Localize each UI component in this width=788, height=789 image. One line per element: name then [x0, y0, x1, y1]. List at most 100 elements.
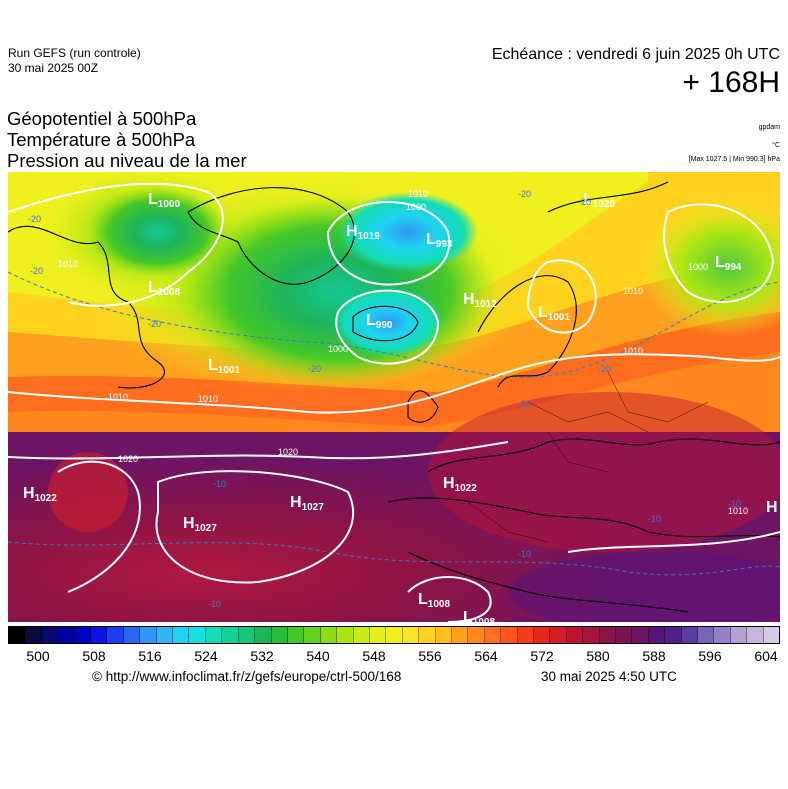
color-scale-swatch: [74, 627, 92, 643]
temperature-label: -10: [518, 549, 531, 559]
color-scale-swatch: [58, 627, 75, 643]
color-scale-swatch: [550, 627, 567, 643]
color-scale-swatch: [304, 627, 321, 643]
color-scale-swatch: [665, 627, 682, 643]
isobar-label: 1000: [406, 202, 426, 212]
color-scale-swatch: [583, 627, 600, 643]
temperature-label: -20: [598, 364, 611, 374]
color-scale-tick: 596: [698, 648, 722, 664]
temperature-label: -20: [518, 399, 531, 409]
isobar-label: 1020: [278, 447, 298, 457]
color-scale-swatch: [156, 627, 174, 643]
pressure-centers: H1019 L993 L1000 L1020 L994 L1008 H1012 …: [23, 191, 778, 622]
param-pressure: Pression au niveau de la mer: [7, 150, 247, 171]
color-scale-tick: 548: [362, 648, 386, 664]
color-scale-tick: 556: [418, 648, 442, 664]
color-scale: [8, 626, 780, 644]
run-title: Run GEFS (run controle): [8, 46, 141, 60]
temperature-label: -10: [208, 599, 221, 609]
temperature-label: -10: [728, 499, 741, 509]
color-scale-swatch: [205, 627, 223, 643]
color-scale-swatch: [616, 627, 633, 643]
color-scale-tick: 564: [474, 648, 498, 664]
coastlines: [8, 181, 780, 613]
color-scale-tick: 572: [530, 648, 554, 664]
weather-map: H1019 L993 L1000 L1020 L994 L1008 H1012 …: [8, 172, 780, 622]
forecast-valid-time: Echéance : vendredi 6 juin 2025 0h UTC: [491, 46, 780, 63]
color-scale-swatch: [451, 627, 469, 643]
color-scale-swatch: [747, 627, 764, 643]
color-scale-swatch: [681, 627, 699, 643]
lead-time: + 168H: [682, 66, 780, 99]
color-scale-ticks: 500 508 516 524 532 540 548 556 564 572 580 588 596 6…: [8, 648, 780, 666]
isobar-label: 1000: [688, 262, 708, 272]
color-scale-swatch: [369, 627, 387, 643]
color-scale-swatch: [140, 627, 157, 643]
color-scale-swatch: [534, 627, 551, 643]
color-scale-swatch: [386, 627, 403, 643]
color-scale-tick: 604: [754, 648, 778, 664]
temperature-label: -20: [30, 266, 43, 276]
isobar-label: 1000: [328, 344, 348, 354]
generation-time: 30 mai 2025 4:50 UTC: [541, 669, 677, 684]
isobar-label: 1010: [623, 286, 643, 296]
isobar-label: 1020: [118, 454, 138, 464]
color-scale-swatch: [484, 627, 502, 643]
isobar-label: 1010: [408, 189, 428, 199]
borders: [467, 371, 709, 543]
color-scale-tick: 524: [194, 648, 218, 664]
temperature-label: -20: [578, 197, 591, 207]
color-scale-swatch: [9, 627, 26, 643]
color-scale-swatch: [107, 627, 124, 643]
color-scale-swatch: [353, 627, 370, 643]
color-scale-tick: 508: [82, 648, 106, 664]
temperature-label: -20: [308, 364, 321, 374]
color-scale-swatch: [698, 627, 715, 643]
temperature-label: -20: [148, 319, 161, 329]
color-scale-tick: 540: [306, 648, 330, 664]
color-scale-swatch: [517, 627, 534, 643]
color-scale-swatch: [222, 627, 239, 643]
color-scale-swatch: [501, 627, 518, 643]
color-scale-swatch: [599, 627, 617, 643]
source-credit: © http://www.infoclimat.fr/z/gefs/europe…: [92, 669, 402, 684]
temperature-label: -10: [213, 479, 226, 489]
color-scale-swatch: [419, 627, 436, 643]
temperature-label: -20: [518, 189, 531, 199]
temperature-label: -20: [28, 214, 41, 224]
isobar-label: 1010: [108, 392, 128, 402]
color-scale-swatch: [402, 627, 420, 643]
color-scale-swatch: [25, 627, 42, 643]
temperature-label: -10: [648, 514, 661, 524]
temperature-labels: -20 -20 -20 -20 -20 -20 -20 -20 -10 -10 …: [28, 189, 741, 609]
run-date: 30 mai 2025 00Z: [8, 61, 99, 75]
color-scale-swatch: [173, 627, 190, 643]
color-scale-swatch: [632, 627, 649, 643]
color-scale-swatch: [468, 627, 485, 643]
color-scale-swatch: [714, 627, 731, 643]
color-scale-swatch: [730, 627, 748, 643]
param-geopotential: Géopotentiel à 500hPa: [7, 108, 197, 129]
param-temperature: Température à 500hPa: [7, 129, 196, 150]
color-scale-swatch: [763, 627, 780, 643]
color-scale-tick: 532: [250, 648, 274, 664]
isobar-label: 1010: [58, 259, 78, 269]
color-scale-swatch: [648, 627, 666, 643]
unit-geopotential: gpdam: [758, 124, 780, 131]
color-scale-swatch: [255, 627, 272, 643]
color-scale-swatch: [320, 627, 338, 643]
color-scale-swatch: [435, 627, 452, 643]
pressure-center-label: H: [766, 499, 778, 516]
color-scale-swatch: [238, 627, 256, 643]
color-scale-swatch: [271, 627, 288, 643]
color-scale-tick: 516: [138, 648, 162, 664]
isobar-label: 1010: [728, 506, 748, 516]
color-scale-tick: 500: [26, 648, 50, 664]
isobar-labels: 1000 1010 1010 1010 1010 1010 1010 1020 …: [58, 189, 748, 516]
color-scale-tick: 588: [642, 648, 666, 664]
color-scale-swatch: [91, 627, 108, 643]
isobar-label: 1010: [198, 394, 218, 404]
color-scale-swatch: [123, 627, 141, 643]
isobars: [8, 182, 780, 622]
isobar-label: 1010: [623, 346, 643, 356]
